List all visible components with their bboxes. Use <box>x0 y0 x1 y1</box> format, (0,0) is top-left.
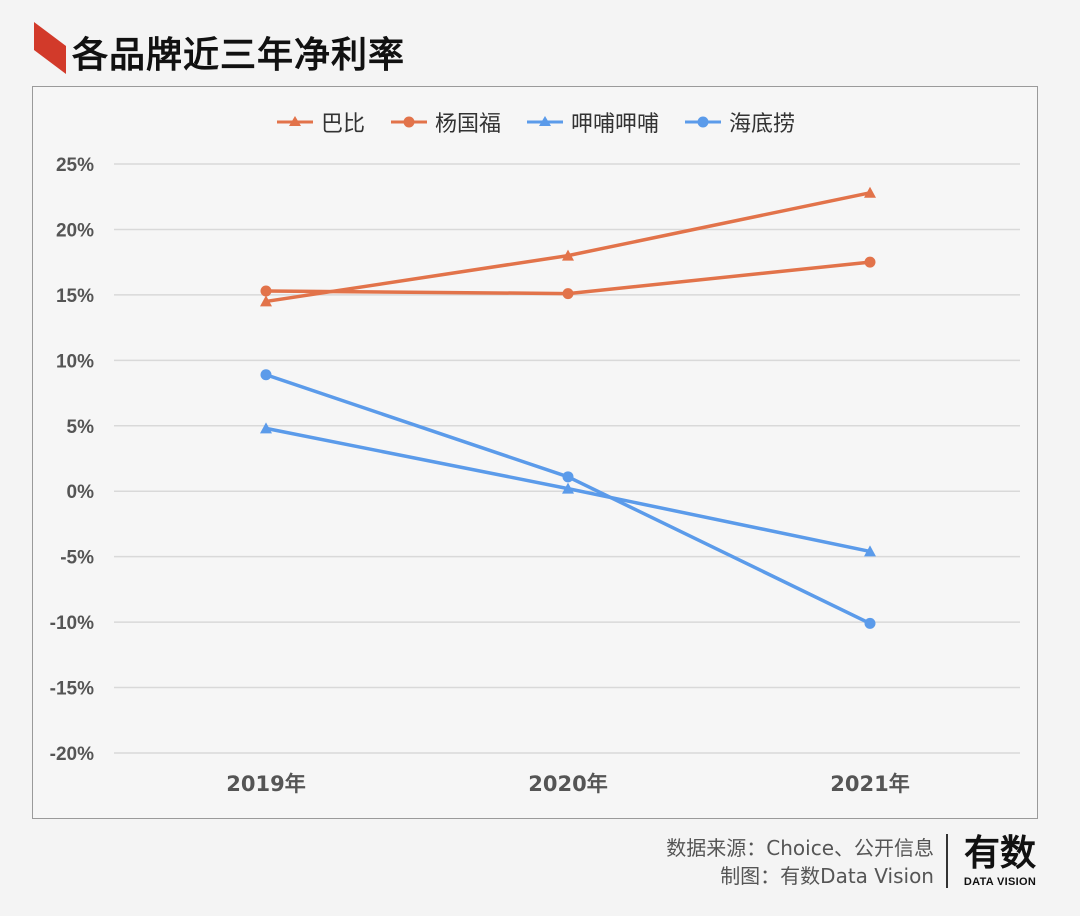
series-3-circle-marker <box>562 471 574 483</box>
series-0-triangle-marker <box>260 295 272 307</box>
series-0-triangle-marker <box>864 186 876 198</box>
legend-item-babi: 巴比 <box>275 106 365 138</box>
legend-label: 杨国福 <box>434 112 501 137</box>
y-tick-label: -20% <box>50 744 94 765</box>
legend-item-haidilao: 海底捞 <box>683 106 795 138</box>
series-1-circle-marker <box>260 285 272 297</box>
legend-item-yangguofu: 杨国福 <box>389 106 501 138</box>
series-2-triangle-marker <box>562 482 574 494</box>
source-note: 数据来源：Choice、公开信息 制图：有数Data Vision <box>666 834 934 890</box>
y-tick-label: 25% <box>56 155 94 176</box>
legend-marker-triangle-icon <box>276 116 313 126</box>
series-2-triangle-marker <box>260 422 272 434</box>
series-1-circle-marker <box>864 256 876 268</box>
series-line-0 <box>265 191 871 304</box>
series-line-3 <box>265 373 871 625</box>
legend-label: 呷哺呷哺 <box>571 112 660 137</box>
legend-label: 巴比 <box>320 112 365 137</box>
brand-logo: 有数 DATA VISION <box>958 832 1042 888</box>
legend-item-xiabuxiabu: 呷哺呷哺 <box>525 106 659 138</box>
brand-subtitle: DATA VISION <box>963 876 1037 888</box>
source-line: 数据来源：Choice、公开信息 <box>666 836 934 860</box>
legend-marker-triangle-icon <box>527 116 563 126</box>
x-tick-label: 2020年 <box>528 772 607 796</box>
legend-marker-circle-icon <box>390 116 427 128</box>
brand-divider <box>946 834 948 888</box>
title-flag-icon <box>34 22 66 74</box>
chart-frame <box>32 86 1038 819</box>
x-tick-label: 2021年 <box>830 772 909 796</box>
page-title: 各品牌近三年净利率 <box>72 35 406 76</box>
y-tick-label: 10% <box>56 351 94 372</box>
y-tick-label: 20% <box>56 220 94 241</box>
chart-legend: 巴比 杨国福 呷哺呷哺 海底捞 <box>32 106 1038 138</box>
y-tick-label: -5% <box>60 548 94 569</box>
series-3-circle-marker <box>864 617 876 629</box>
series-3-circle-marker <box>260 369 272 381</box>
brand-name: 有数 <box>963 833 1036 874</box>
y-tick-label: 5% <box>67 417 95 438</box>
x-tick-label: 2019年 <box>226 772 305 796</box>
series-2-triangle-marker <box>864 545 876 557</box>
credit-line: 制图：有数Data Vision <box>720 864 934 888</box>
y-tick-label: -10% <box>50 613 94 634</box>
y-tick-label: 15% <box>56 286 94 307</box>
y-tick-label: 0% <box>67 482 95 503</box>
series-0-triangle-marker <box>562 249 574 261</box>
series-1-circle-marker <box>562 288 574 300</box>
legend-marker-circle-icon <box>685 116 722 128</box>
y-tick-label: -15% <box>50 679 94 700</box>
legend-label: 海底捞 <box>729 112 796 137</box>
